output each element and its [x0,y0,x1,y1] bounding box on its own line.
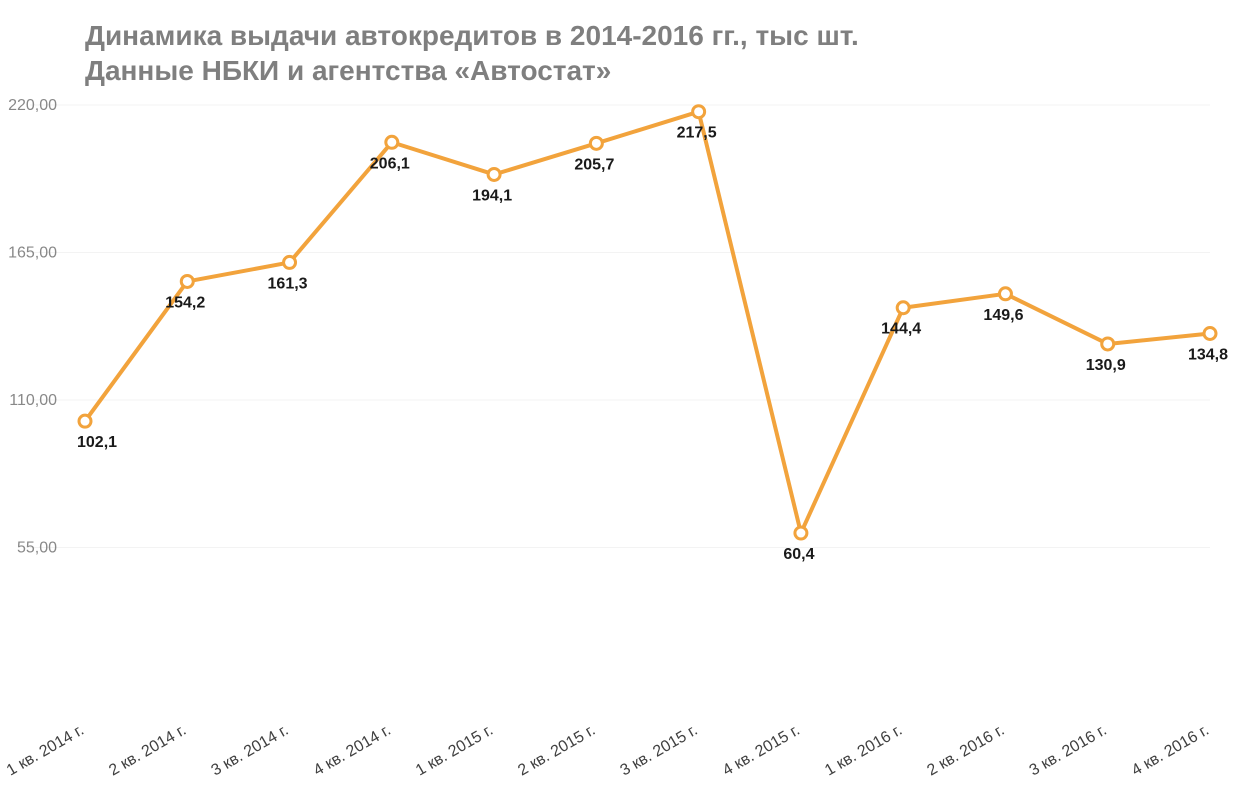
x-tick-label: 3 кв. 2016 г. [1027,722,1110,780]
data-point [1204,327,1216,339]
data-point [181,275,193,287]
value-label: 205,7 [574,156,614,173]
x-tick-label: 4 кв. 2016 г. [1129,722,1212,780]
x-tick-label: 2 кв. 2015 г. [515,722,598,780]
data-point [386,136,398,148]
value-label: 194,1 [472,187,512,204]
data-point [693,106,705,118]
value-label: 154,2 [165,294,205,311]
data-point [1102,338,1114,350]
data-point [79,415,91,427]
value-label: 144,4 [881,321,921,338]
value-label: 60,4 [783,546,814,563]
value-label: 161,3 [268,275,308,292]
x-tick-label: 1 кв. 2014 г. [4,722,87,780]
value-label: 206,1 [370,155,410,172]
x-tick-label: 3 кв. 2014 г. [208,722,291,780]
data-point [488,168,500,180]
y-tick-label: 110,00 [9,392,57,409]
value-label: 149,6 [983,307,1023,324]
data-point [284,256,296,268]
x-tick-label: 1 кв. 2016 г. [822,722,905,780]
series-line [85,112,1210,533]
x-tick-label: 4 кв. 2014 г. [311,722,394,780]
data-point [999,288,1011,300]
data-point [795,527,807,539]
x-tick-label: 4 кв. 2015 г. [720,722,803,780]
x-tick-label: 2 кв. 2014 г. [106,722,189,780]
x-tick-label: 2 кв. 2016 г. [924,722,1007,780]
chart-container: Динамика выдачи автокредитов в 2014-2016… [0,0,1240,801]
value-label: 134,8 [1188,346,1228,363]
line-chart: 55,00 110,00 165,00 220,00 102,1 154,2 161,3 20… [0,0,1240,801]
value-label: 217,5 [677,125,717,142]
data-point [590,137,602,149]
value-label: 130,9 [1086,357,1126,374]
value-label: 102,1 [77,434,117,451]
data-point [897,302,909,314]
y-tick-label: 220,00 [8,97,57,114]
y-tick-label: 55,00 [17,540,57,557]
y-tick-label: 165,00 [8,245,57,262]
x-tick-label: 1 кв. 2015 г. [413,722,496,780]
x-tick-label: 3 кв. 2015 г. [618,722,701,780]
